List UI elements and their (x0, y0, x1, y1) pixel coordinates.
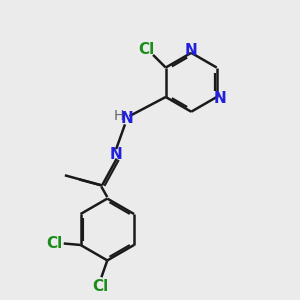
Text: Cl: Cl (139, 41, 155, 56)
Text: Cl: Cl (46, 236, 62, 251)
Text: N: N (110, 147, 122, 162)
Text: Cl: Cl (92, 278, 108, 293)
Text: N: N (213, 91, 226, 106)
Text: N: N (121, 111, 134, 126)
Text: H: H (113, 109, 124, 122)
Text: N: N (185, 43, 198, 58)
